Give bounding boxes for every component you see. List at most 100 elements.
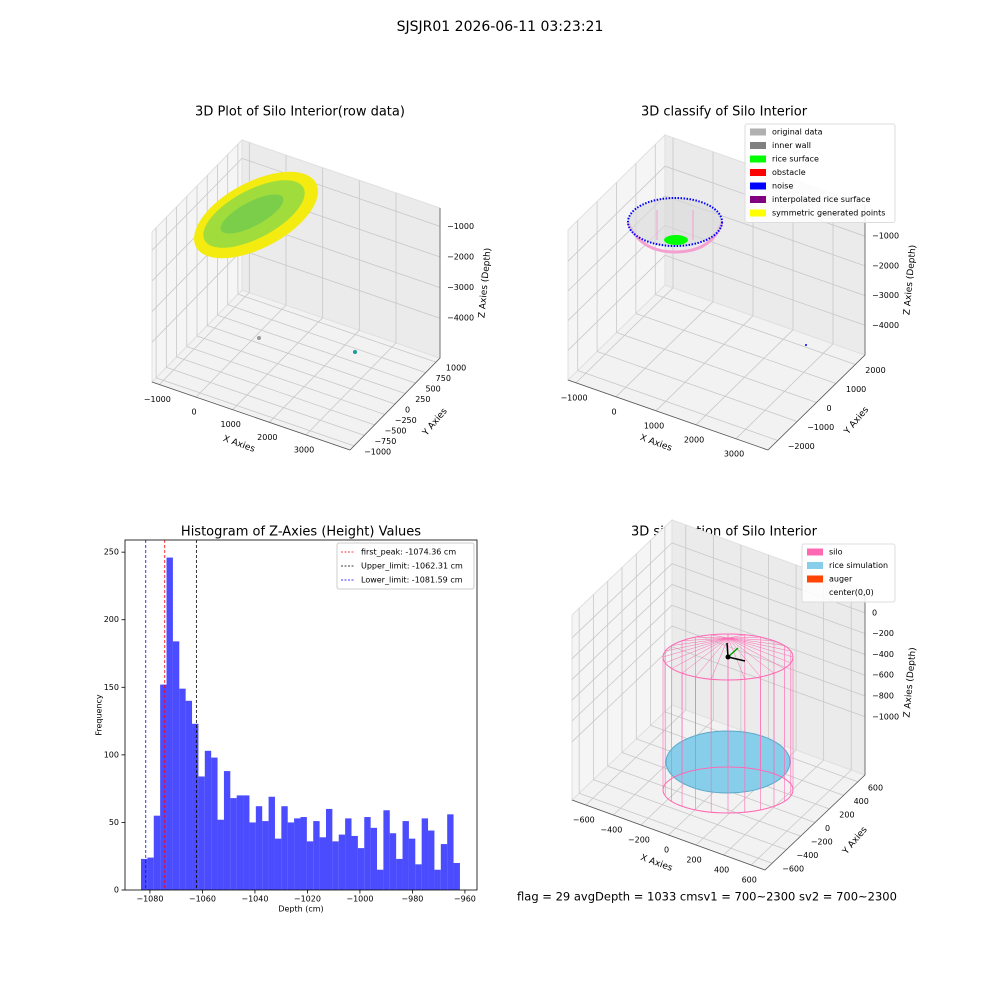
y-tick-label: 500 [425, 385, 440, 394]
x-axis-line [567, 379, 769, 451]
z-tick-label: −2000 [447, 252, 474, 261]
z-tick-label: −3000 [447, 283, 474, 292]
bar [351, 835, 358, 890]
x-axis-label: X Axies [221, 434, 256, 455]
silo-roof [727, 637, 774, 641]
legend-label: symmetric generated points [772, 209, 885, 218]
bar [185, 700, 193, 890]
bar [160, 684, 167, 890]
grid-line [664, 254, 866, 326]
y-axis-label: Frequency [95, 694, 104, 736]
silo-roof [727, 637, 785, 646]
silo-roof [682, 637, 729, 641]
grid-line [151, 158, 243, 251]
legend-label: center(0,0) [829, 588, 874, 597]
y-axis-label: Y Axies [420, 406, 449, 438]
bar [281, 806, 288, 890]
y-tick-label: 400 [854, 797, 869, 806]
legend-label: Lower_limit: -1081.59 cm [361, 576, 463, 585]
bar [274, 838, 282, 890]
legend-swatch [807, 548, 823, 556]
bar [153, 815, 161, 890]
bar [223, 771, 231, 890]
grid-line [671, 646, 866, 718]
z-tick-label: −800 [872, 692, 894, 701]
footer-text: flag = 29 avgDepth = 1033 cmsv1 = 700~23… [517, 890, 897, 904]
rice-surface [664, 235, 688, 245]
legend-swatch [807, 575, 823, 583]
bar [179, 688, 186, 890]
x-axis-label: X Axies [639, 853, 674, 874]
silo-roof [710, 637, 729, 680]
grid-line [616, 332, 817, 403]
point [805, 344, 807, 346]
x-tick-label: −1040 [241, 895, 268, 904]
y-tick-label: 0 [405, 406, 410, 415]
bar [306, 841, 314, 890]
grid-line [241, 249, 441, 319]
center [725, 654, 731, 660]
point [257, 336, 261, 340]
x-tick-label: 2000 [257, 433, 277, 442]
x-tick-label: 200 [686, 856, 701, 865]
y-axis-label: Y Axies [840, 825, 869, 857]
y-tick-label: −1000 [364, 447, 391, 456]
z-tick-label: −1000 [447, 222, 474, 231]
bar [243, 795, 250, 890]
y-tick-label: −250 [395, 416, 417, 425]
interp-surface [656, 210, 694, 240]
silo-roof [681, 637, 729, 674]
legend-swatch [750, 142, 766, 149]
y-axis-line [767, 354, 866, 451]
grid-line [176, 356, 375, 426]
legend-swatch [807, 562, 823, 569]
bar [268, 796, 275, 890]
x-tick-label: −1000 [144, 395, 171, 404]
bar [408, 838, 416, 890]
bar [364, 817, 371, 890]
bar [236, 795, 244, 890]
bar [313, 821, 320, 890]
x-tick-label: 1000 [220, 420, 240, 429]
x-axis-line [151, 381, 351, 451]
y-axis-line [764, 774, 866, 871]
y-axis-line [349, 357, 441, 451]
grid-line [151, 249, 243, 343]
grid-line [635, 313, 837, 384]
bar [217, 819, 224, 890]
x-tick-label: 600 [742, 876, 757, 885]
silo-roof [711, 634, 729, 639]
grid-line [571, 563, 673, 659]
bar [166, 557, 173, 890]
y-tick-label: −1000 [807, 423, 834, 432]
silo-roof [727, 636, 761, 639]
bar [377, 869, 384, 890]
silo-roof [727, 637, 785, 669]
bar [434, 869, 441, 890]
x-tick-label: 0 [611, 407, 616, 416]
x-axis-label: X Axies [638, 433, 673, 454]
silo-roof [695, 637, 729, 678]
x-tick-label: −1000 [346, 895, 373, 904]
y-tick-label: −200 [811, 838, 833, 847]
x-tick-label: −960 [454, 895, 476, 904]
x-axis-line [571, 799, 766, 871]
bar [383, 810, 390, 890]
z-tick-label: −3000 [872, 291, 899, 300]
legend-label: original data [772, 128, 823, 137]
legend-label: rice simulation [829, 561, 888, 570]
y-tick-label: −600 [782, 865, 804, 874]
bar [141, 858, 148, 890]
y-tick-label: 0 [114, 886, 119, 895]
bar [172, 641, 180, 890]
z-tick-label: −200 [872, 629, 894, 638]
inner-wall [628, 198, 722, 246]
bar [230, 798, 237, 890]
grid-line [155, 377, 355, 447]
y-tick-label: 2000 [865, 366, 885, 375]
x-tick-label: −200 [628, 836, 650, 845]
y-tick-label: 600 [868, 783, 883, 792]
grid-line [571, 646, 673, 743]
grid-line [571, 542, 673, 639]
